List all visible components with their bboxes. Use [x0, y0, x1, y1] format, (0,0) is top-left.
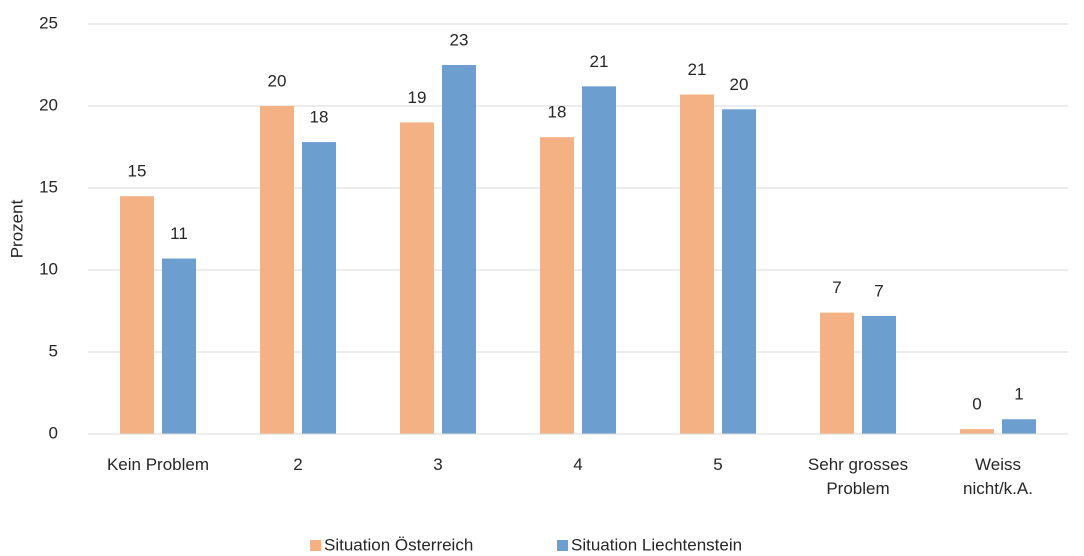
data-label: 0: [972, 395, 981, 414]
bar: [302, 142, 336, 434]
bar: [260, 106, 294, 434]
x-tick-label: Sehr grosses Problem: [808, 455, 908, 498]
x-tick-label: 5: [713, 455, 722, 474]
x-tick-label: Kein Problem: [107, 455, 209, 474]
bar: [582, 86, 616, 434]
data-label: 15: [128, 162, 147, 181]
bar: [722, 109, 756, 434]
y-tick-label: 20: [39, 95, 58, 114]
bar: [162, 258, 196, 434]
y-tick-label: 5: [49, 341, 58, 360]
y-tick-label: 15: [39, 177, 58, 196]
data-label: 20: [268, 71, 287, 90]
bar: [680, 94, 714, 435]
data-label: 7: [874, 281, 883, 300]
bar: [1002, 419, 1036, 434]
data-label: 11: [170, 224, 188, 243]
bar: [960, 429, 994, 434]
bar: [400, 122, 434, 435]
data-label: 20: [730, 75, 749, 94]
y-tick-label: 10: [39, 259, 58, 278]
bar: [442, 65, 476, 434]
legend-label: Situation Liechtenstein: [571, 535, 742, 554]
data-label: 23: [450, 30, 469, 49]
data-label: 18: [548, 103, 567, 122]
data-label: 1: [1014, 385, 1023, 404]
legend-swatch: [557, 540, 568, 551]
bar: [820, 312, 854, 434]
legend-swatch: [310, 540, 321, 551]
data-label: 19: [408, 88, 427, 107]
x-tick-label: 4: [573, 455, 582, 474]
data-label: 21: [688, 60, 707, 79]
x-tick-label: 3: [433, 455, 442, 474]
data-label: 7: [832, 278, 841, 297]
y-tick-label: 0: [49, 423, 58, 442]
legend-label: Situation Österreich: [324, 535, 473, 554]
bar: [120, 196, 154, 434]
y-axis-label: Prozent: [7, 199, 26, 258]
data-label: 21: [590, 52, 609, 71]
x-tick-label: Weiss nicht/k.A.: [963, 455, 1033, 498]
data-label: 18: [310, 108, 329, 127]
x-tick-label: 2: [293, 455, 302, 474]
bar: [540, 137, 574, 434]
y-tick-label: 25: [39, 13, 58, 32]
bar: [862, 315, 896, 434]
